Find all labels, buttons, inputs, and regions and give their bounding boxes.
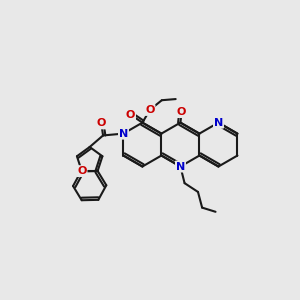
Text: O: O [77, 166, 86, 176]
Text: O: O [126, 110, 135, 119]
Text: O: O [97, 118, 106, 128]
Text: O: O [177, 107, 186, 117]
Text: O: O [126, 110, 135, 119]
Text: O: O [145, 105, 154, 115]
Text: N: N [214, 118, 223, 128]
Text: O: O [97, 118, 106, 128]
Text: N: N [176, 161, 185, 172]
Text: N: N [119, 129, 128, 139]
Text: O: O [145, 105, 154, 115]
Text: N: N [176, 161, 185, 172]
Text: N: N [119, 129, 128, 139]
Text: O: O [77, 166, 86, 176]
Text: N: N [214, 118, 223, 128]
Text: O: O [177, 107, 186, 117]
